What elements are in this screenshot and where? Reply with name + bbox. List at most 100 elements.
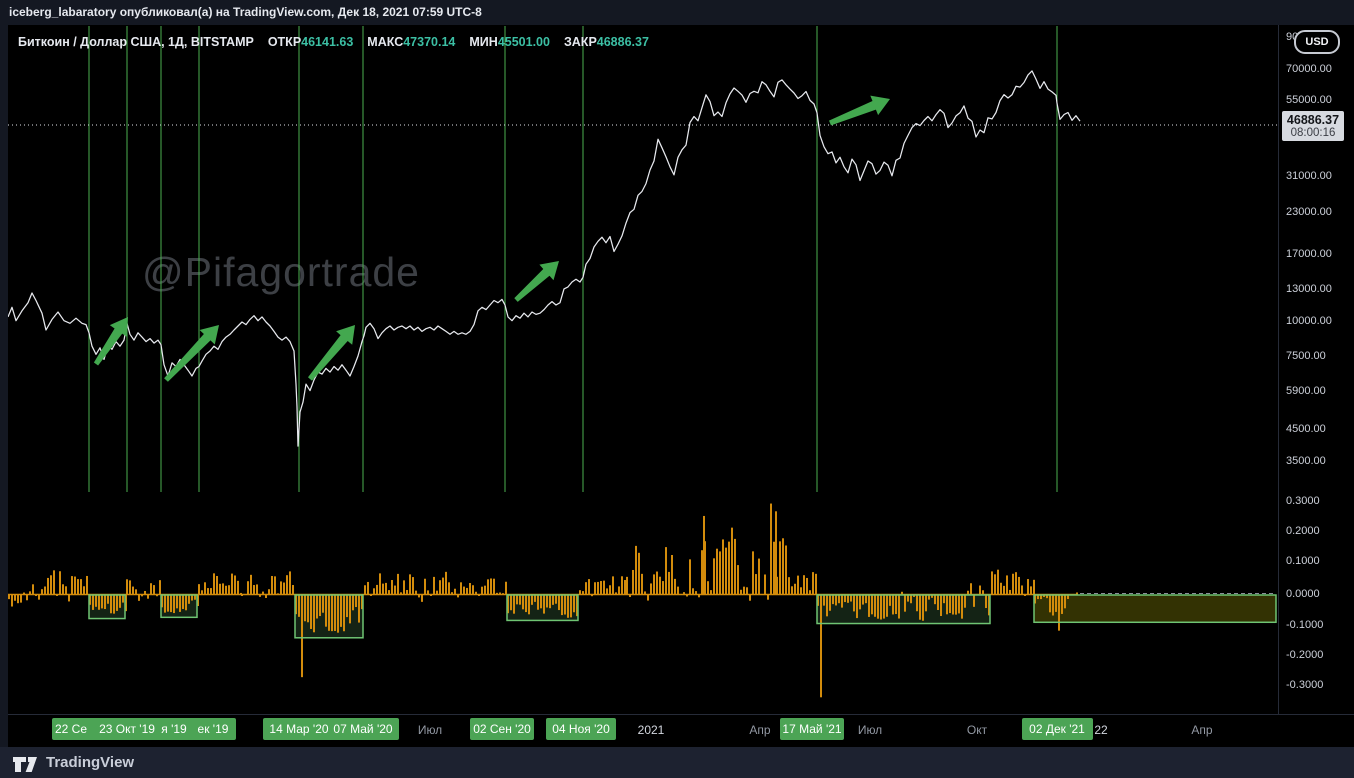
indicator-bar [499,592,501,595]
indicator-bar [910,595,912,604]
indicator-bar [1030,586,1032,595]
time-axis-label: Июл [417,723,443,737]
up-arrow[interactable] [829,95,890,126]
indicator-bar [922,595,924,621]
indicator-bar [388,590,390,595]
chart-surface[interactable]: @Pifagortrade Биткоин / Доллар США, 1Д, … [8,25,1354,748]
indicator-bar [225,585,227,595]
indicator-bar [65,586,67,595]
price-scale-label: 17000.00 [1286,248,1332,260]
author-watermark: @Pifagortrade [142,249,420,295]
indicator-bar [62,584,64,595]
tradingview-brand-text[interactable]: TradingView [46,754,135,771]
indicator-bar [83,586,85,595]
up-arrow[interactable] [164,325,219,382]
indicator-bar [746,587,748,595]
indicator-bar [159,580,161,595]
indicator-bar [982,590,984,595]
indicator-bar [325,595,327,627]
highlight-box-border[interactable] [160,594,198,619]
indicator-bar [231,573,233,595]
highlighted-date-label: 23 Окт '19 [99,722,155,736]
indicator-bar [832,595,834,605]
indicator-bar [144,590,146,595]
indicator-bar [138,595,140,601]
indicator-bar [490,578,492,595]
indicator-bar [1006,575,1008,595]
indicator-bar [379,573,381,595]
indicator-bar [204,582,206,595]
indicator-bar [228,585,230,595]
time-axis[interactable]: 22 Се 23 Окт '19 я '19 ек '19 14 Мар '20 07 М… [8,714,1354,748]
indicator-bar [1046,595,1048,599]
indicator-bar [558,595,560,611]
indicator-bar [44,586,46,595]
price-scale-label: 10000.00 [1286,315,1332,327]
indicator-bar [823,595,825,606]
indicator-bar [188,595,190,604]
indicator-bar [207,588,209,595]
indicator-scale-label: 0.1000 [1286,555,1320,567]
currency-toggle-button[interactable]: USD [1294,30,1340,54]
indicator-bar [32,584,34,595]
chart-plot-area[interactable] [8,25,1278,714]
indicator-bar [176,595,178,609]
indicator-bar [1024,595,1026,596]
indicator-scale-label: 0.2000 [1286,525,1320,537]
highlighted-date-label: 07 Май '20 [333,722,393,736]
indicator-bar [934,595,936,605]
highlight-box-border[interactable] [294,594,364,639]
indicator-bar [328,595,330,631]
indicator-scale-label: 0.3000 [1286,495,1320,507]
highlight-box-border[interactable] [1033,594,1277,624]
indicator-bar [59,571,61,595]
indicator-bar [484,585,486,595]
indicator-bar [194,595,196,600]
indicator-bar [74,576,76,595]
indicator-bar [925,595,927,612]
indicator-bar [525,595,527,613]
highlight-box-fill [1034,595,1276,623]
indicator-bar [994,574,996,595]
indicator-bar [773,541,775,595]
up-arrow[interactable] [514,261,559,302]
indicator-bar [743,586,745,595]
up-arrow[interactable] [93,317,128,366]
highlight-box-border[interactable] [506,594,579,622]
indicator-spike-bar [775,511,777,595]
indicator-bar [77,579,79,595]
price-scale-label: 31000.00 [1286,170,1332,182]
indicator-bar [698,595,700,598]
indicator-bar [1061,595,1063,614]
indicator-bar [638,552,640,595]
indicator-bar [585,582,587,595]
indicator-bar [737,565,739,595]
indicator-bar [505,581,507,595]
indicator-bar [898,595,900,619]
indicator-bar [385,582,387,595]
indicator-bar [955,595,957,615]
price-scale[interactable]: 90000.0070000.0055000.0031000.0023000.00… [1278,25,1354,714]
indicator-bar [958,595,960,614]
indicator-bar [540,595,542,609]
indicator-bar [615,592,617,595]
indicator-bar [862,595,864,605]
indicator-bar [56,595,58,596]
tradingview-logo-icon[interactable] [12,751,38,775]
indicator-scale-label: -0.1000 [1286,619,1324,631]
indicator-bar [427,590,429,595]
indicator-bar [463,586,465,595]
highlight-box-border[interactable] [816,594,991,625]
indicator-bar [179,595,181,612]
indicator-bar [603,580,605,595]
publish-info-bar: iceberg_labaratory опубликовал(а) на Tra… [0,0,1354,25]
time-axis-label: Апр [1191,723,1213,737]
highlight-box-border[interactable] [88,594,126,620]
indicator-bar [510,595,512,611]
up-arrow[interactable] [308,325,355,381]
indicator-bar [394,585,396,595]
indicator-bar [253,585,255,595]
indicator-bar [731,527,733,595]
indicator-bar [343,595,345,632]
indicator-bar [543,595,545,614]
